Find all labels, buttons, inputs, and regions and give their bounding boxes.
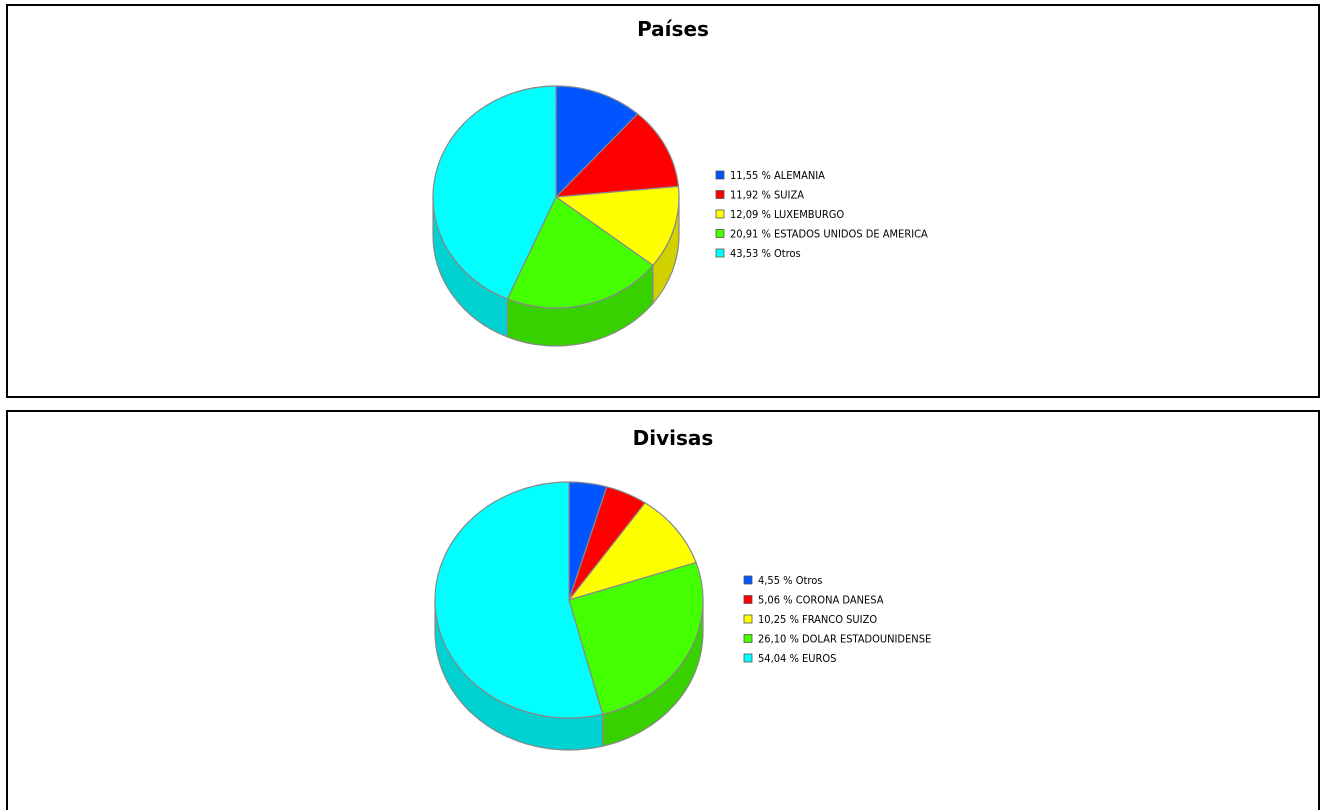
chart-title: Países (637, 17, 709, 41)
pie-slice-otros (432, 85, 557, 300)
pie-chart-divisas: Divisas 4,55 % Otros 5,06 % CORONA DANESA… (434, 426, 931, 751)
chart-panel-paises: Países 11,55 % ALEMANIA 11,92 % SUIZA 12,0… (6, 4, 1320, 398)
pie-slice-luxemburgo (554, 185, 680, 267)
legend-item: 11,92 % SUIZA (730, 189, 804, 202)
legend: 11,55 % ALEMANIA 11,92 % SUIZA 12,09 % LUX… (715, 169, 928, 260)
legend-item: 20,91 % ESTADOS UNIDOS DE AMERICA (730, 228, 928, 241)
legend-item: 54,04 % EUROS (758, 652, 836, 665)
legend: 4,55 % Otros 5,06 % CORONA DANESA 10,25 % … (743, 574, 931, 665)
legend-item: 12,09 % LUXEMBURGO (730, 208, 844, 221)
pie-slice-dolar-estadounidense (568, 561, 704, 715)
pie-slice-alemania (555, 85, 639, 199)
legend-swatch (743, 575, 753, 585)
legend-item: 43,53 % Otros (730, 247, 801, 260)
chart-title: Divisas (633, 426, 714, 450)
legend-swatch (715, 248, 725, 258)
legend-swatch (715, 209, 725, 219)
pie-slice-suiza (554, 113, 680, 198)
legend-swatch (715, 229, 725, 238)
legend-item: 26,10 % DOLAR ESTADOUNIDENSE (758, 633, 931, 646)
pie-slices (434, 481, 704, 719)
legend-swatch (715, 190, 725, 199)
legend-swatch (715, 170, 725, 180)
legend-item: 5,06 % CORONA DANESA (758, 594, 884, 607)
pie-slice-franco-suizo (567, 502, 697, 602)
chart-panel-divisas: Divisas 4,55 % Otros 5,06 % CORONA DANESA… (6, 410, 1320, 810)
pie-slice-euros (434, 481, 604, 719)
legend-swatch (743, 614, 753, 624)
legend-swatch (743, 634, 753, 643)
pie-slice-estados-unidos-de-america (506, 196, 654, 309)
pie-slices (432, 85, 680, 309)
pie-chart-paises: Países 11,55 % ALEMANIA 11,92 % SUIZA 12,0… (432, 17, 928, 347)
legend-swatch (743, 653, 753, 663)
legend-swatch (743, 595, 753, 604)
legend-item: 4,55 % Otros (758, 574, 822, 587)
legend-item: 10,25 % FRANCO SUIZO (758, 613, 877, 626)
legend-item: 11,55 % ALEMANIA (730, 169, 825, 182)
